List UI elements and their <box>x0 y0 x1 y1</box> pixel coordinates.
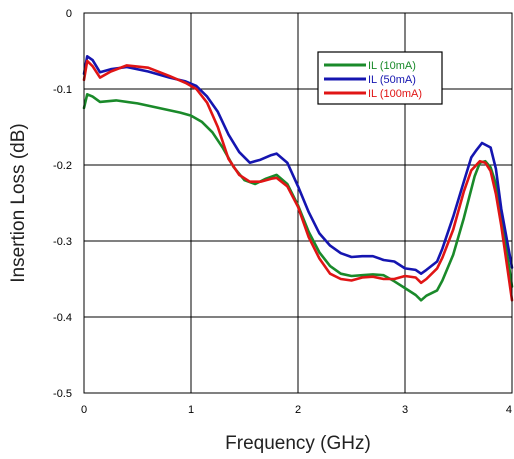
y-tick-label: -0.1 <box>53 84 72 96</box>
x-tick-label: 3 <box>402 404 408 416</box>
plot-frame <box>83 12 513 394</box>
x-tick-label: 0 <box>81 404 87 416</box>
y-tick-labels: 0 -0.1 -0.2 -0.3 -0.4 -0.5 <box>53 8 72 400</box>
legend-label: IL (50mA) <box>368 74 416 86</box>
x-tick-label: 2 <box>295 404 301 416</box>
y-tick-label: -0.5 <box>53 388 72 400</box>
legend-label: IL (100mA) <box>368 88 422 100</box>
y-tick-label: -0.3 <box>53 236 72 248</box>
legend: IL (10mA) IL (50mA) IL (100mA) <box>317 51 443 105</box>
series-lines <box>82 55 514 302</box>
y-tick-label: -0.4 <box>53 312 72 324</box>
x-tick-label: 1 <box>188 404 194 416</box>
x-tick-labels: 0 1 2 3 4 <box>81 404 512 416</box>
series-line <box>82 93 514 302</box>
y-axis-label: Insertion Loss (dB) <box>8 123 29 282</box>
x-axis-label: Frequency (GHz) <box>225 433 371 454</box>
series-line <box>82 59 514 302</box>
y-tick-label: 0 <box>66 8 72 20</box>
legend-label: IL (10mA) <box>368 60 416 72</box>
x-tick-label: 4 <box>506 404 512 416</box>
y-tick-label: -0.2 <box>53 160 72 172</box>
